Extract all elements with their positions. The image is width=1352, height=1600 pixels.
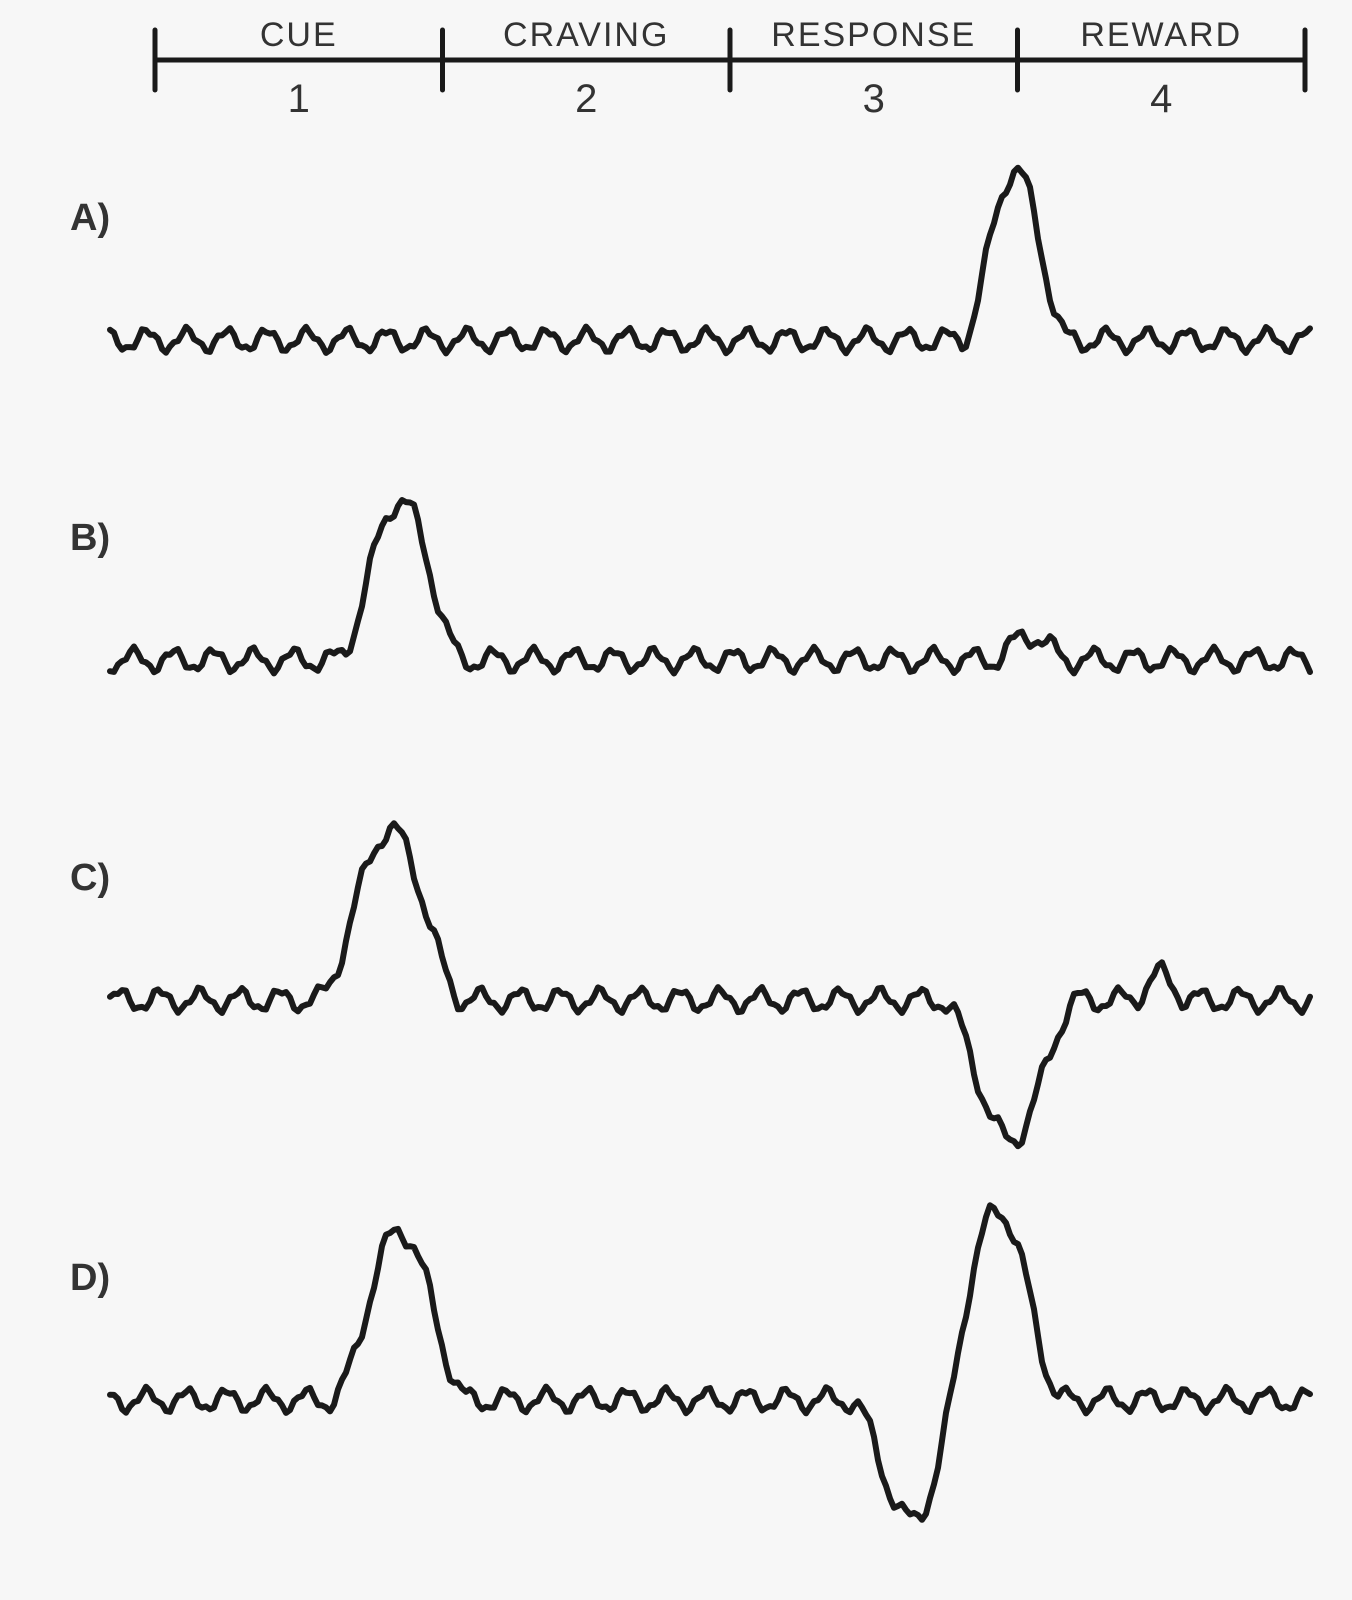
trace-row-d <box>110 1205 1310 1520</box>
header-label-cue: CUE <box>260 16 338 54</box>
diagram-page: CUE CRAVING RESPONSE REWARD 1 2 3 4 A) B) C) D) <box>0 0 1352 1600</box>
header-label-craving: CRAVING <box>503 16 669 54</box>
header-number-4: 4 <box>1150 77 1172 121</box>
header-label-response: RESPONSE <box>771 16 976 54</box>
row-label-c: C) <box>70 857 110 899</box>
header-axis: CUE CRAVING RESPONSE REWARD 1 2 3 4 <box>155 16 1305 121</box>
diagram-svg: CUE CRAVING RESPONSE REWARD 1 2 3 4 A) B) C) D) <box>0 0 1352 1600</box>
traces-group <box>110 168 1310 1520</box>
row-label-d: D) <box>70 1257 110 1299</box>
row-label-a: A) <box>70 197 110 239</box>
trace-row-b <box>110 500 1310 674</box>
row-labels-group: A) B) C) D) <box>70 197 110 1299</box>
header-number-2: 2 <box>575 77 597 121</box>
row-label-b: B) <box>70 517 110 559</box>
trace-row-c <box>110 823 1310 1146</box>
header-number-3: 3 <box>863 77 885 121</box>
trace-row-a <box>110 168 1310 354</box>
header-number-1: 1 <box>288 77 310 121</box>
header-label-reward: REWARD <box>1080 16 1242 54</box>
